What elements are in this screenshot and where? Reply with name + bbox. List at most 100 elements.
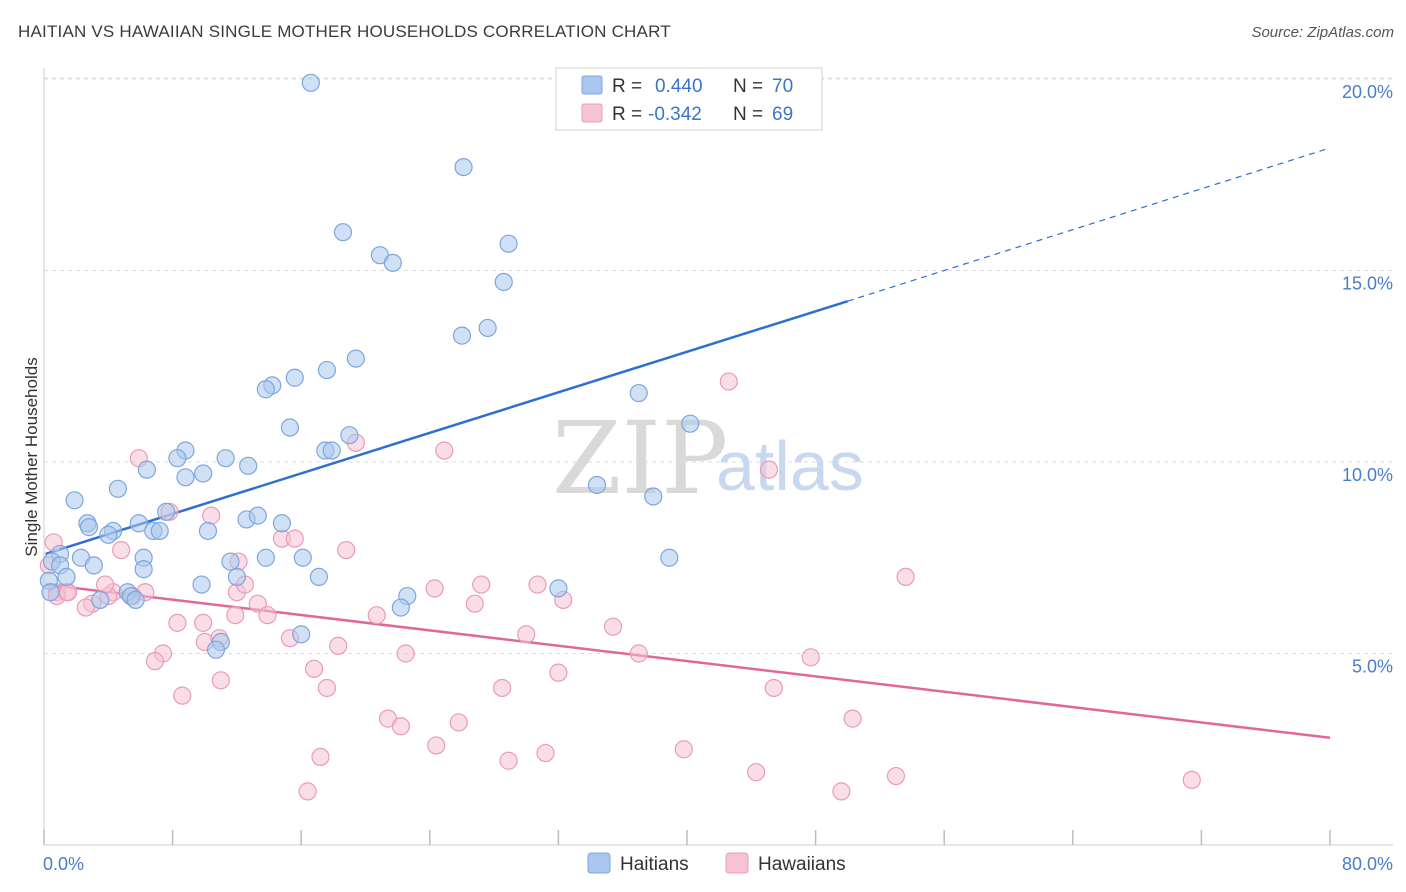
haitian-point	[79, 518, 99, 537]
hawaiian-point	[168, 613, 187, 632]
hawaiian-point	[391, 717, 410, 736]
hawaiian-point	[747, 763, 766, 782]
hawaiian-point	[549, 663, 568, 682]
hawaiian-point	[367, 606, 386, 625]
hawaiian-point	[472, 575, 491, 594]
legend-haitian-n-label: N =	[733, 76, 763, 97]
haitian-point	[309, 567, 328, 587]
hawaiian-point	[311, 747, 330, 767]
hawaiian-point	[832, 782, 851, 801]
haitian-point	[126, 590, 145, 609]
haitian-point	[41, 583, 60, 602]
haitian-point	[216, 449, 235, 468]
haitian-point	[91, 590, 110, 609]
haitian-point	[206, 640, 226, 659]
haitian-point	[150, 521, 169, 541]
hawaiian-point	[674, 740, 693, 759]
haitian-point	[478, 318, 497, 338]
hawaiian-point	[843, 709, 862, 728]
haitian-point	[293, 548, 312, 567]
hawaiian-point	[1182, 770, 1201, 789]
hawaiian-point	[145, 652, 165, 671]
hawaiian-point	[226, 606, 245, 625]
x-tick-label-min: 0.0%	[43, 854, 84, 874]
haitian-trend-extension	[847, 147, 1331, 302]
haitian-point	[280, 418, 300, 437]
correlation-legend: R = 0.440 N = 70 R = -0.342 N = 69	[555, 67, 823, 131]
haitian-point	[194, 464, 213, 483]
hawaiian-point	[95, 575, 115, 594]
legend-hawaiian-n-value: 69	[772, 104, 793, 125]
legend-haitian-r-label: R =	[612, 76, 642, 97]
haitian-point	[168, 449, 187, 468]
bottom-legend-hawaiian-swatch	[725, 852, 749, 874]
haitian-point	[454, 157, 473, 177]
haitian-point	[65, 491, 84, 510]
hawaiian-point	[896, 567, 915, 587]
haitian-point	[499, 234, 518, 253]
chart-title: HAITIAN VS HAWAIIAN SINGLE MOTHER HOUSEH…	[18, 22, 671, 41]
haitian-point	[391, 598, 410, 617]
hawaiian-point	[285, 529, 304, 548]
haitian-point	[681, 414, 700, 433]
legend-hawaiian-r-value: -0.342	[648, 104, 702, 125]
hawaiian-point	[173, 686, 192, 705]
hawaiian-point	[886, 766, 906, 786]
hawaiian-point	[396, 644, 415, 663]
haitian-point	[221, 552, 240, 571]
series-hawaiians	[39, 372, 1201, 801]
hawaiian-point	[435, 441, 454, 460]
hawaiian-point	[112, 540, 131, 560]
haitian-point	[301, 73, 320, 92]
hawaiian-point	[629, 644, 648, 663]
legend-haitian-swatch	[581, 75, 603, 95]
haitian-point	[494, 272, 513, 292]
haitian-point	[248, 506, 267, 525]
x-tick-label-max: 80.0%	[1342, 854, 1393, 874]
haitian-point	[227, 567, 246, 587]
haitian-trend-line	[45, 299, 849, 556]
haitian-point	[108, 479, 128, 498]
haitian-point	[285, 368, 304, 387]
haitian-point	[587, 475, 607, 495]
haitian-point	[192, 575, 211, 594]
hawaiian-point	[337, 540, 356, 560]
hawaiian-point	[719, 372, 738, 391]
haitian-point	[292, 625, 311, 644]
axes	[43, 68, 1393, 846]
haitian-point	[239, 456, 258, 475]
hawaiian-point	[528, 575, 547, 594]
haitian-point	[134, 560, 153, 579]
hawaiian-point	[536, 743, 555, 763]
hawaiian-point	[425, 579, 444, 598]
watermark-zip: ZIP	[552, 400, 728, 517]
legend-hawaiian-r-label: R =	[612, 104, 642, 125]
haitian-point	[333, 223, 353, 242]
watermark: ZIP atlas	[552, 400, 864, 517]
source-label: Source: ZipAtlas.com	[1251, 24, 1394, 41]
haitian-point	[317, 360, 337, 380]
y-tick-labels: 5.0% 10.0% 15.0% 20.0%	[1342, 82, 1393, 677]
hawaiian-point	[76, 598, 95, 617]
hawaiian-point	[764, 678, 783, 698]
haitian-point	[549, 579, 568, 598]
haitian-point	[256, 548, 275, 567]
haitian-point	[346, 349, 365, 368]
y-tick-label: 20.0%	[1342, 82, 1393, 102]
legend-hawaiian-swatch	[581, 103, 603, 123]
haitian-point	[84, 556, 103, 575]
bottom-legend-haitian-label: Haitians	[620, 854, 689, 875]
hawaiian-point	[603, 617, 623, 636]
y-axis-label: Single Mother Households	[22, 357, 41, 556]
legend-haitian-r-value: 0.440	[655, 76, 703, 97]
hawaiian-point	[258, 606, 277, 625]
hawaiian-point	[329, 636, 348, 655]
hawaiian-point	[202, 506, 221, 525]
haitian-point	[256, 380, 275, 399]
bottom-legend-haitian-swatch	[587, 852, 611, 874]
haitian-point	[272, 514, 292, 533]
legend-hawaiian-n-label: N =	[733, 104, 763, 125]
hawaiian-point	[211, 671, 230, 690]
hawaiian-point	[499, 751, 518, 770]
y-tick-label: 5.0%	[1352, 657, 1393, 677]
